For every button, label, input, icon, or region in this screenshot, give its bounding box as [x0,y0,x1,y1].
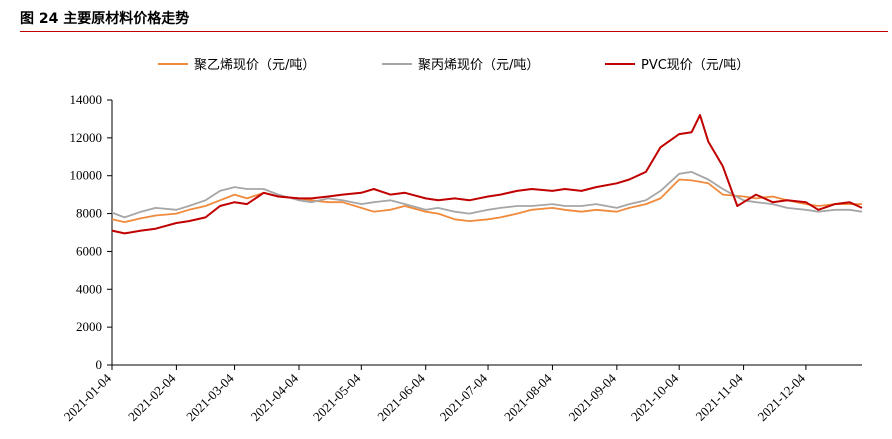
x-tick-label: 2021-12-04 [755,370,809,424]
x-tick-label: 2021-02-04 [125,370,179,424]
y-tick-label: 12000 [70,130,103,145]
chart-axes: 0 2000 4000 6000 8000 10000 12000 14000 2021-01-… [61,92,862,424]
x-tick-label: 2021-06-04 [374,370,428,424]
y-tick-label: 14000 [70,92,103,107]
series-line-2 [111,170,863,219]
figure-title: 图 24 主要原材料价格走势 [20,11,190,27]
y-tick-label: 8000 [76,206,102,221]
chart-legend: 聚乙烯现价（元/吨） 聚丙烯现价（元/吨） PVC现价（元/吨） [158,58,749,73]
legend-label-3: PVC现价（元/吨） [641,58,749,73]
chart-series [111,114,863,235]
x-tick-label: 2021-04-04 [248,370,302,424]
y-tick-label: 6000 [76,243,102,258]
legend-label-1: 聚乙烯现价（元/吨） [194,58,315,73]
y-tick-label: 0 [96,357,103,372]
y-tick-label: 10000 [70,168,103,183]
x-tick-label: 2021-11-04 [693,370,747,424]
x-tick-label: 2021-01-04 [61,370,115,424]
x-tick-label: 2021-10-04 [628,370,682,424]
y-tick-label: 2000 [76,319,102,334]
x-tick-label: 2021-08-04 [501,370,555,424]
series-line-3 [111,114,863,235]
x-tick-label: 2021-03-04 [183,370,237,424]
title-rule [20,31,888,32]
legend-label-2: 聚丙烯现价（元/吨） [418,58,539,73]
y-tick-label: 4000 [76,281,102,296]
x-tick-label: 2021-05-04 [310,370,364,424]
series-line-1 [111,178,862,224]
x-tick-label: 2021-07-04 [437,370,491,424]
x-tick-label: 2021-09-04 [565,370,619,424]
